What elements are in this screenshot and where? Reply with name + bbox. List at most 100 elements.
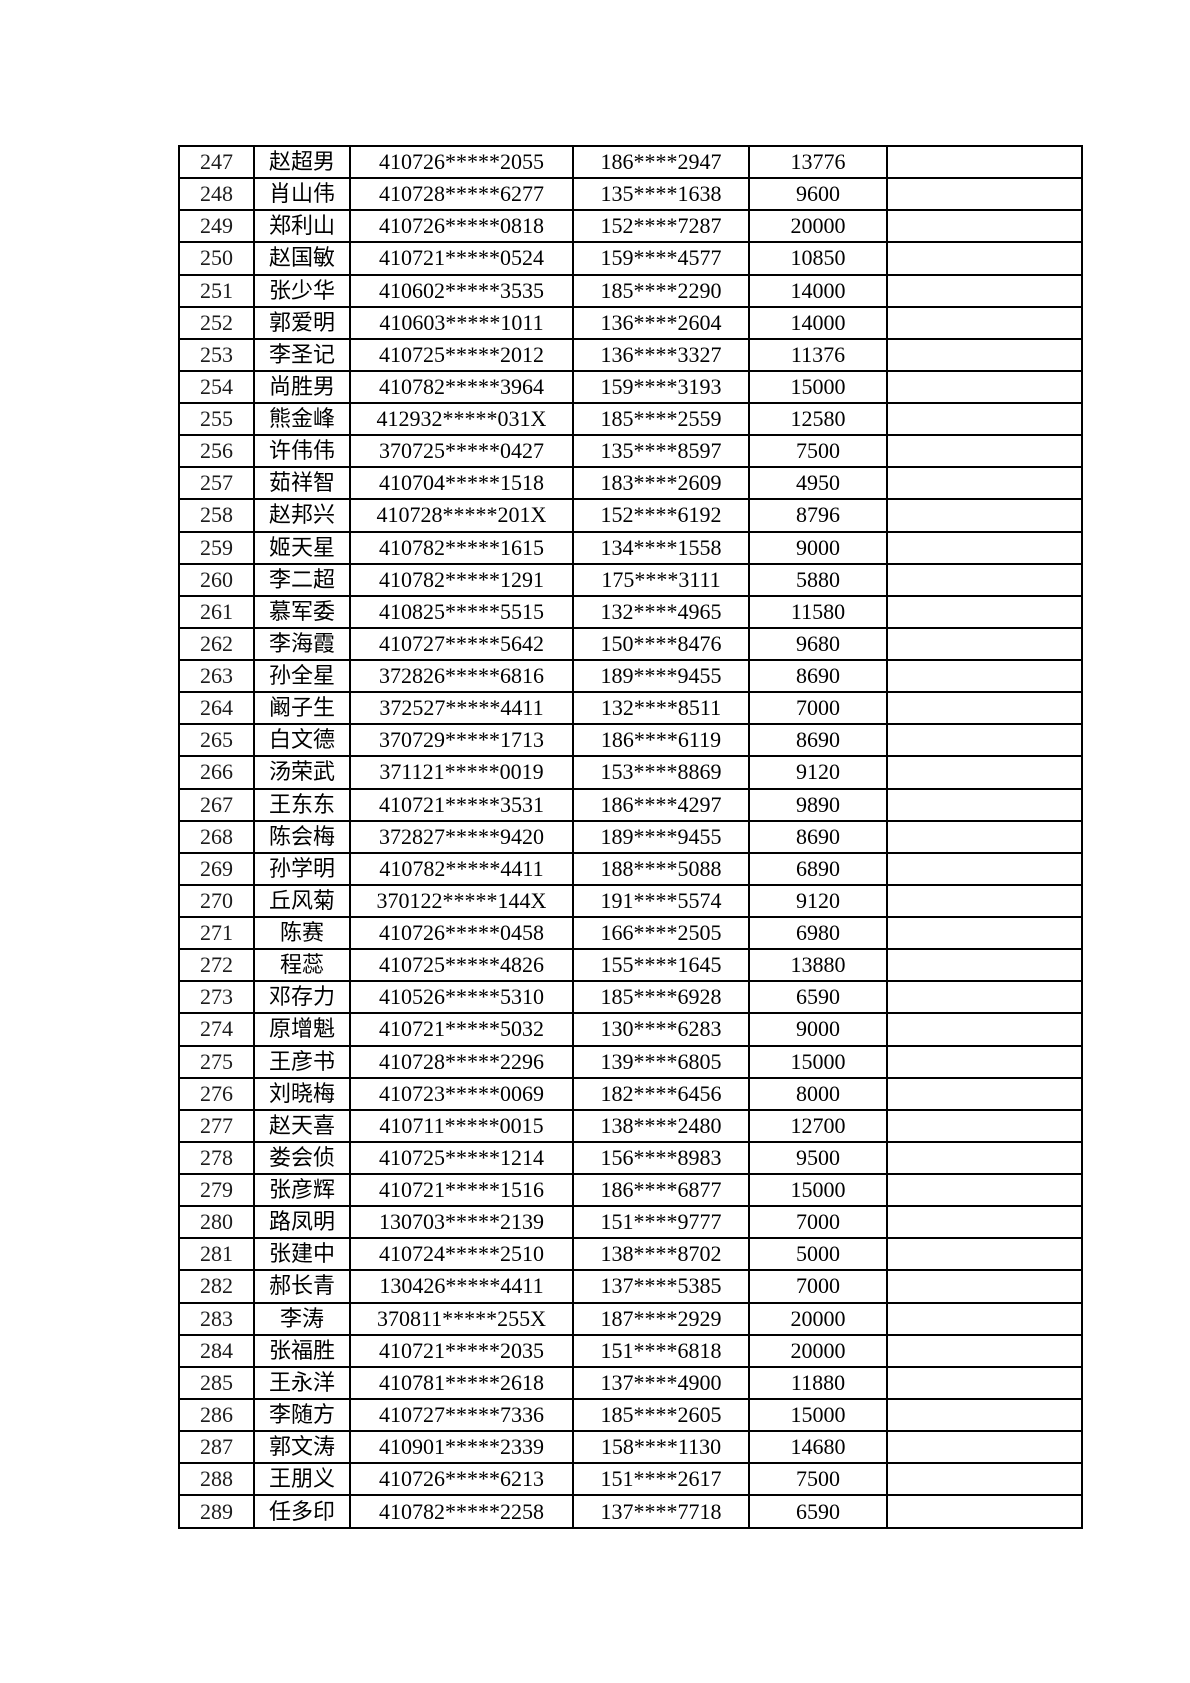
remark-cell: [886, 498, 1083, 533]
name-cell: 陈赛: [253, 915, 351, 951]
remark-cell: [886, 948, 1083, 983]
table-row: 280 路凤明 130703*****2139 151****9777 7000: [178, 1205, 1083, 1240]
table-row: 285 王永洋 410781*****2618 137****4900 11880: [178, 1365, 1083, 1400]
row-number-cell: 250: [178, 241, 255, 276]
phone-number-cell: 135****1638: [572, 177, 750, 212]
table-row: 260 李二超 410782*****1291 175****3111 5880: [178, 562, 1083, 597]
table-row: 267 王东东 410721*****3531 186****4297 9890: [178, 787, 1083, 822]
amount-cell: 9120: [748, 883, 888, 919]
amount-cell: 8690: [748, 723, 888, 758]
phone-number-cell: 136****3327: [572, 337, 750, 372]
id-number-cell: 370729*****1713: [349, 723, 574, 758]
phone-number-cell: 159****3193: [572, 369, 750, 405]
id-number-cell: 410782*****1615: [349, 530, 574, 565]
table-row: 263 孙全星 372826*****6816 189****9455 8690: [178, 658, 1083, 694]
row-number-cell: 249: [178, 209, 255, 244]
row-number-cell: 288: [178, 1462, 255, 1497]
table-row: 268 陈会梅 372827*****9420 189****9455 8690: [178, 819, 1083, 854]
table-row: 271 陈赛 410726*****0458 166****2505 6980: [178, 915, 1083, 951]
table-row: 289 任多印 410782*****2258 137****7718 6590: [178, 1494, 1083, 1529]
id-number-cell: 410727*****7336: [349, 1397, 574, 1433]
id-number-cell: 410726*****2055: [349, 144, 574, 180]
name-cell: 程蕊: [253, 948, 351, 983]
remark-cell: [886, 1237, 1083, 1272]
id-number-cell: 410782*****1291: [349, 562, 574, 597]
row-number-cell: 263: [178, 658, 255, 694]
id-number-cell: 410728*****6277: [349, 177, 574, 212]
phone-number-cell: 186****2947: [572, 144, 750, 180]
row-number-cell: 265: [178, 723, 255, 758]
phone-number-cell: 185****2559: [572, 401, 750, 437]
phone-number-cell: 134****1558: [572, 530, 750, 565]
amount-cell: 9600: [748, 177, 888, 212]
remark-cell: [886, 562, 1083, 597]
table-row: 247 赵超男 410726*****2055 186****2947 13776: [178, 144, 1083, 180]
amount-cell: 8690: [748, 658, 888, 694]
phone-number-cell: 183****2609: [572, 466, 750, 501]
amount-cell: 9000: [748, 530, 888, 565]
table-row: 262 李海霞 410727*****5642 150****8476 9680: [178, 626, 1083, 662]
roster-table-container: 247 赵超男 410726*****2055 186****2947 13776 248…: [178, 144, 1083, 1529]
name-cell: 李涛: [253, 1301, 351, 1336]
name-cell: 郝长青: [253, 1269, 351, 1304]
row-number-cell: 268: [178, 819, 255, 854]
row-number-cell: 248: [178, 177, 255, 212]
name-cell: 孙全星: [253, 658, 351, 694]
name-cell: 张少华: [253, 273, 351, 308]
remark-cell: [886, 819, 1083, 854]
table-row: 257 茹祥智 410704*****1518 183****2609 4950: [178, 466, 1083, 501]
remark-cell: [886, 851, 1083, 886]
remark-cell: [886, 980, 1083, 1015]
name-cell: 茹祥智: [253, 466, 351, 501]
name-cell: 孙学明: [253, 851, 351, 886]
name-cell: 郭文涛: [253, 1429, 351, 1465]
id-number-cell: 371121*****0019: [349, 755, 574, 790]
row-number-cell: 255: [178, 401, 255, 437]
name-cell: 李圣记: [253, 337, 351, 372]
amount-cell: 6890: [748, 851, 888, 886]
amount-cell: 20000: [748, 1301, 888, 1336]
row-number-cell: 284: [178, 1333, 255, 1368]
name-cell: 王东东: [253, 787, 351, 822]
name-cell: 郑利山: [253, 209, 351, 244]
remark-cell: [886, 1397, 1083, 1433]
phone-number-cell: 136****2604: [572, 305, 750, 340]
row-number-cell: 260: [178, 562, 255, 597]
phone-number-cell: 137****5385: [572, 1269, 750, 1304]
row-number-cell: 280: [178, 1205, 255, 1240]
id-number-cell: 410782*****2258: [349, 1494, 574, 1529]
remark-cell: [886, 144, 1083, 180]
name-cell: 肖山伟: [253, 177, 351, 212]
remark-cell: [886, 1172, 1083, 1208]
remark-cell: [886, 209, 1083, 244]
id-number-cell: 410721*****3531: [349, 787, 574, 822]
name-cell: 张彦辉: [253, 1172, 351, 1208]
row-number-cell: 270: [178, 883, 255, 919]
phone-number-cell: 156****8983: [572, 1140, 750, 1176]
remark-cell: [886, 369, 1083, 405]
table-row: 284 张福胜 410721*****2035 151****6818 20000: [178, 1333, 1083, 1368]
remark-cell: [886, 434, 1083, 469]
remark-cell: [886, 915, 1083, 951]
table-row: 287 郭文涛 410901*****2339 158****1130 14680: [178, 1429, 1083, 1465]
name-cell: 许伟伟: [253, 434, 351, 469]
amount-cell: 8690: [748, 819, 888, 854]
remark-cell: [886, 1462, 1083, 1497]
phone-number-cell: 139****6805: [572, 1044, 750, 1079]
remark-cell: [886, 1044, 1083, 1079]
phone-number-cell: 185****2605: [572, 1397, 750, 1433]
amount-cell: 9680: [748, 626, 888, 662]
table-row: 273 邓存力 410526*****5310 185****6928 6590: [178, 980, 1083, 1015]
phone-number-cell: 185****2290: [572, 273, 750, 308]
id-number-cell: 410728*****201X: [349, 498, 574, 533]
amount-cell: 20000: [748, 209, 888, 244]
phone-number-cell: 159****4577: [572, 241, 750, 276]
row-number-cell: 286: [178, 1397, 255, 1433]
id-number-cell: 410728*****2296: [349, 1044, 574, 1079]
table-row: 283 李涛 370811*****255X 187****2929 20000: [178, 1301, 1083, 1336]
table-row: 266 汤荣武 371121*****0019 153****8869 9120: [178, 755, 1083, 790]
name-cell: 赵国敏: [253, 241, 351, 276]
amount-cell: 20000: [748, 1333, 888, 1368]
table-row: 261 慕军委 410825*****5515 132****4965 11580: [178, 594, 1083, 629]
remark-cell: [886, 241, 1083, 276]
